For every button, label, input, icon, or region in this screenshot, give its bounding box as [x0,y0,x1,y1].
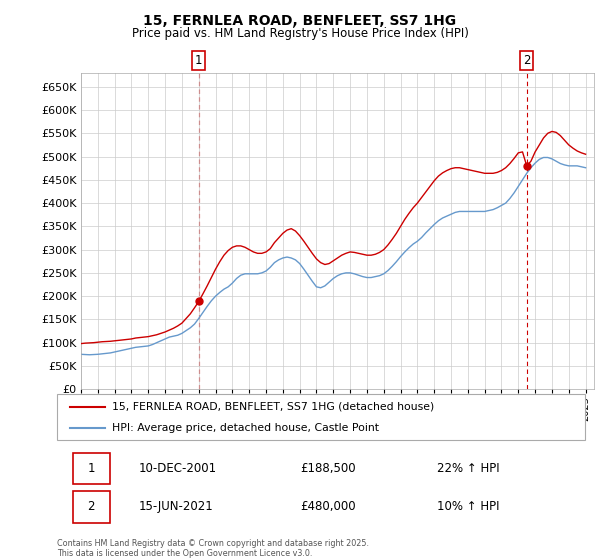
Text: Contains HM Land Registry data © Crown copyright and database right 2025.: Contains HM Land Registry data © Crown c… [57,539,369,548]
Text: £480,000: £480,000 [300,500,356,514]
Text: HPI: Average price, detached house, Castle Point: HPI: Average price, detached house, Cast… [112,423,379,433]
Text: 10-DEC-2001: 10-DEC-2001 [139,462,217,475]
Text: 15, FERNLEA ROAD, BENFLEET, SS7 1HG: 15, FERNLEA ROAD, BENFLEET, SS7 1HG [143,14,457,28]
Text: 10% ↑ HPI: 10% ↑ HPI [437,500,500,514]
Text: 1: 1 [88,462,95,475]
Text: Price paid vs. HM Land Registry's House Price Index (HPI): Price paid vs. HM Land Registry's House … [131,27,469,40]
Text: 2: 2 [88,500,95,514]
Text: 15-JUN-2021: 15-JUN-2021 [139,500,214,514]
Text: This data is licensed under the Open Government Licence v3.0.: This data is licensed under the Open Gov… [57,549,313,558]
Text: £188,500: £188,500 [300,462,356,475]
Text: 15, FERNLEA ROAD, BENFLEET, SS7 1HG (detached house): 15, FERNLEA ROAD, BENFLEET, SS7 1HG (det… [112,402,434,412]
Text: 2: 2 [523,54,530,67]
FancyBboxPatch shape [73,453,110,484]
FancyBboxPatch shape [73,491,110,522]
Text: 1: 1 [195,54,202,67]
Text: 22% ↑ HPI: 22% ↑ HPI [437,462,500,475]
